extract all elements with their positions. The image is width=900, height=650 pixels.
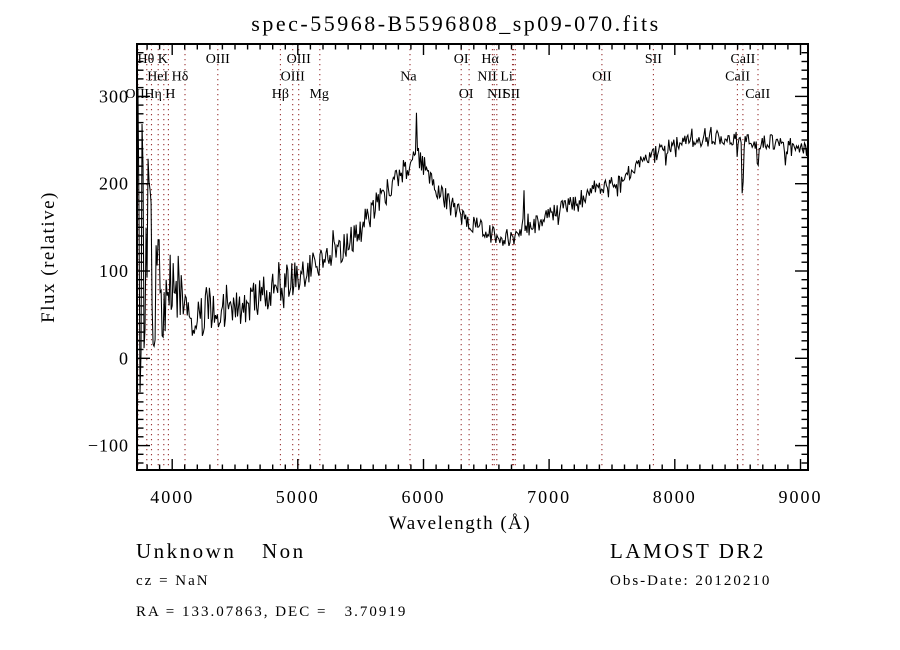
line-label: OII (592, 70, 612, 85)
y-tick-labels: −100 0 100 200 300 (88, 86, 129, 456)
y-tick-label: 100 (99, 261, 129, 281)
y-tick-label: 0 (119, 348, 129, 368)
x-tick-label: 5000 (276, 487, 320, 507)
subclass-label: Non (262, 539, 306, 563)
obs-date: Obs-Date: 20120210 (610, 573, 772, 589)
line-label: Hθ K (137, 52, 167, 67)
y-tick-label: 200 (99, 174, 129, 194)
cz-value: cz = NaN (136, 573, 210, 589)
line-label: CaII (745, 87, 770, 102)
spectral-line-markers (137, 44, 759, 470)
spectral-line-labels: Hθ K OIII OIII OI Hα SII CaII HeI Hδ OIII Na NII L… (125, 52, 770, 102)
line-label: NII (487, 87, 507, 102)
line-label: OIII (206, 52, 230, 67)
line-label: OIII (287, 52, 311, 67)
plot-title: spec-55968-B5596808_sp09-070.fits (251, 11, 660, 36)
line-label: Na (400, 70, 417, 85)
line-label: SII (645, 52, 662, 67)
line-label: Hα (481, 52, 499, 67)
line-label: OI (454, 52, 469, 67)
x-axis-title: Wavelength (Å) (389, 513, 531, 534)
x-tick-label: 9000 (779, 487, 823, 507)
plot-frame (136, 43, 809, 471)
y-tick-label: −100 (88, 436, 129, 456)
line-label: NII Li (477, 70, 512, 85)
survey-label: LAMOST DR2 (610, 539, 766, 563)
line-label: Hβ (272, 87, 289, 102)
line-label: Mg (309, 87, 328, 102)
line-label: Hη (144, 87, 161, 102)
axis-ticks (137, 43, 808, 470)
line-label: CaII (725, 70, 750, 85)
y-axis-title: Flux (relative) (38, 191, 59, 323)
line-label: CaII (730, 52, 755, 67)
x-tick-label: 4000 (150, 487, 194, 507)
line-label: OI (459, 87, 474, 102)
line-label: SII (503, 87, 520, 102)
class-label: Unknown (136, 539, 237, 563)
line-label: OIII (281, 70, 305, 85)
x-tick-label: 8000 (653, 487, 697, 507)
x-tick-label: 7000 (527, 487, 571, 507)
y-tick-label: 300 (99, 86, 129, 106)
x-tick-label: 6000 (402, 487, 446, 507)
spectrum-trace (136, 96, 809, 393)
x-tick-labels: 4000 5000 6000 7000 8000 9000 (150, 487, 823, 507)
line-label: H (165, 87, 175, 102)
line-label: HeI Hδ (147, 70, 189, 85)
ra-dec-value: RA = 133.07863, DEC = 3.70919 (136, 604, 408, 620)
line-label: OII (125, 87, 145, 102)
